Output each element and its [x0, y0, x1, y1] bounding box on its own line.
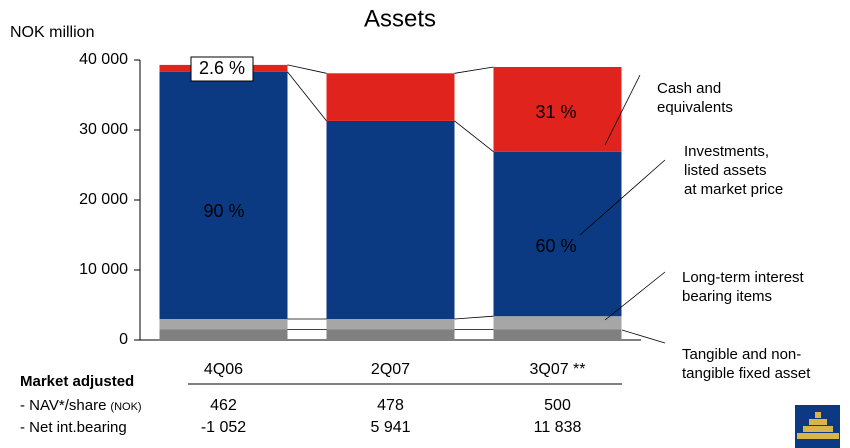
bar-segment — [327, 73, 455, 121]
chart-title: Assets — [364, 5, 436, 32]
bar-segment — [160, 330, 288, 341]
bar-segment — [327, 319, 455, 330]
table-cell: -1 052 — [201, 419, 246, 436]
bar-segment — [494, 316, 622, 329]
y-axis-label: NOK million — [10, 24, 94, 41]
chart: Assets NOK million 0 10 000 20 000 30 000 40… — [0, 0, 850, 448]
table-cell: 478 — [377, 397, 404, 414]
y-tick-label: 0 — [119, 331, 128, 348]
logo — [795, 405, 840, 448]
table-cell: 462 — [210, 397, 237, 414]
table-cell: 500 — [544, 397, 571, 414]
annotation: 60 % — [535, 236, 576, 256]
y-tick-label: 10 000 — [79, 261, 128, 278]
table-title: Market adjusted — [20, 373, 134, 390]
y-tick-label: 30 000 — [79, 121, 128, 138]
logo-block — [797, 433, 839, 439]
logo-block — [809, 419, 827, 425]
annotation: 90 % — [203, 201, 244, 221]
x-tick-label: 3Q07 ** — [529, 361, 585, 378]
row-label: - NAV*/share — [20, 397, 106, 414]
bar-segment — [327, 121, 455, 319]
annotation: 2.6 % — [199, 58, 245, 78]
x-tick-label: 2Q07 — [371, 361, 410, 378]
bar-segment — [494, 330, 622, 341]
table-cell: 5 941 — [370, 419, 410, 436]
row-label: - Net int.bearing — [20, 419, 127, 436]
y-tick-label: 40 000 — [79, 51, 128, 68]
x-tick-label: 4Q06 — [204, 361, 243, 378]
logo-block — [815, 412, 821, 418]
table-cell: 11 838 — [534, 419, 582, 436]
annotation: 31 % — [535, 102, 576, 122]
bar-segment — [494, 152, 622, 317]
bar-segment — [160, 72, 288, 319]
bar-segment — [327, 330, 455, 341]
y-tick-label: 20 000 — [79, 191, 128, 208]
bar-segment — [160, 319, 288, 330]
row-unit: (NOK) — [110, 401, 141, 413]
logo-block — [803, 426, 833, 432]
